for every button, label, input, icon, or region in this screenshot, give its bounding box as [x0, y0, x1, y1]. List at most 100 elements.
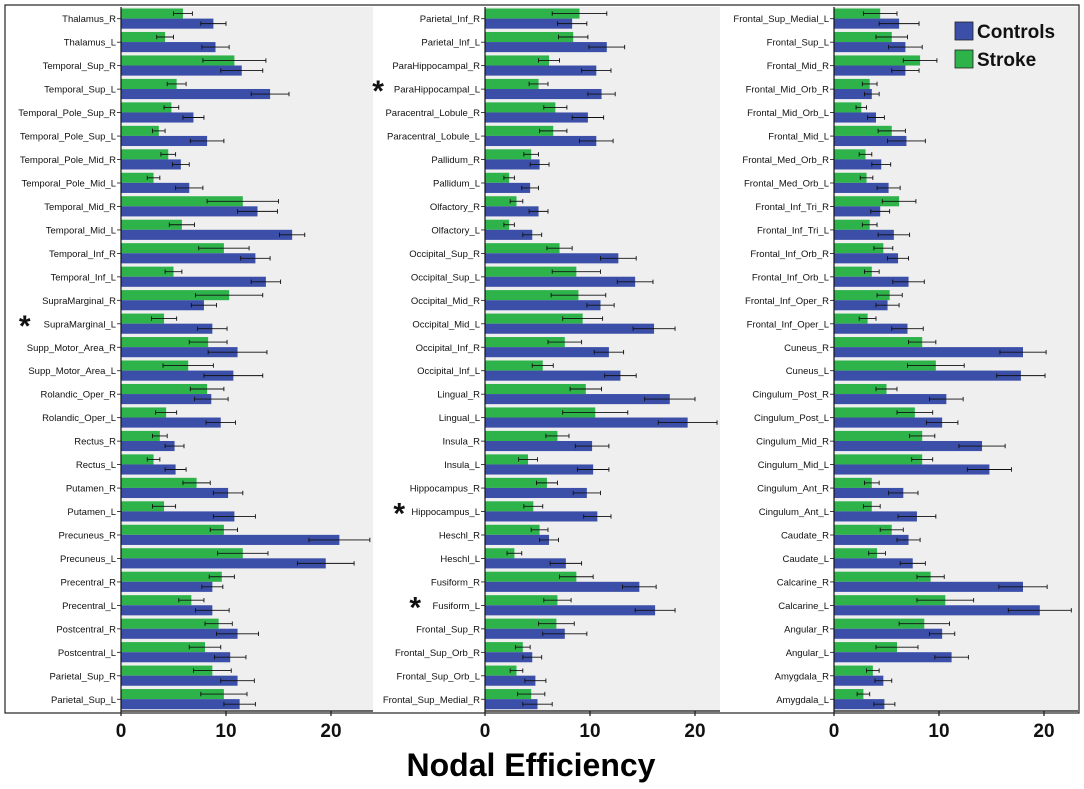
bar-stroke: [485, 196, 517, 207]
region-label: Parietal_Inf_R: [420, 14, 480, 25]
bar-stroke: [834, 196, 900, 207]
bar-controls: [485, 534, 550, 545]
panel-2: Parietal_Inf_R Parietal_Inf_L ParaHippocam…: [372, 7, 720, 742]
bar-stroke: [834, 313, 868, 324]
figure-frame: [4, 4, 1080, 714]
bar-stroke: [485, 501, 534, 512]
bar-stroke: [121, 571, 222, 582]
bar-stroke: [485, 642, 523, 653]
x-tick-label: 20: [320, 721, 341, 742]
bar-controls: [485, 323, 655, 334]
bar-controls: [121, 112, 194, 123]
bar-controls: [834, 18, 900, 29]
x-tick-label: 0: [829, 721, 840, 742]
bar-controls: [834, 534, 909, 545]
bar-stroke: [834, 454, 923, 465]
bar-controls: [485, 605, 656, 616]
region-label: Calcarine_R: [777, 577, 829, 588]
bar-controls: [121, 699, 240, 710]
bar-stroke: [834, 337, 923, 348]
bar-controls: [485, 487, 587, 499]
bar-controls: [485, 511, 598, 522]
bar-controls: [834, 558, 913, 569]
bar-controls: [485, 440, 593, 452]
bar-controls: [121, 323, 213, 334]
region-label: ParaHippocampal_L: [394, 85, 480, 96]
bar-controls: [121, 159, 181, 170]
region-label: Amygdala_R: [775, 671, 830, 682]
bar-controls: [485, 417, 688, 428]
region-label: Temporal_Pole_Sup_R: [18, 108, 116, 119]
bar-stroke: [121, 430, 160, 441]
bar-controls: [485, 135, 597, 147]
bar-controls: [834, 253, 899, 264]
region-label: Frontal_Mid_Orb_L: [747, 108, 829, 119]
bar-controls: [121, 440, 175, 452]
region-label: Frontal_Sup_Orb_R: [395, 648, 480, 659]
bar-controls: [485, 300, 601, 311]
bar-stroke: [485, 665, 517, 676]
bar-stroke: [121, 383, 208, 395]
bar-controls: [485, 347, 609, 358]
significance-marker: *: [393, 498, 405, 531]
bar-stroke: [121, 266, 174, 277]
bar-stroke: [121, 360, 189, 371]
bar-controls: [121, 18, 214, 29]
bar-stroke: [485, 55, 550, 66]
bar-stroke: [834, 172, 867, 183]
bar-stroke: [121, 337, 209, 348]
bar-stroke: [834, 125, 892, 136]
region-label: Thalamus_L: [64, 38, 116, 49]
bar-stroke: [834, 595, 946, 606]
bar-stroke: [834, 642, 897, 653]
region-label: Frontal_Sup_L: [767, 38, 829, 49]
bar-controls: [485, 581, 640, 592]
bar-stroke: [121, 219, 182, 230]
bar-controls: [485, 464, 594, 475]
bar-stroke: [485, 102, 556, 113]
bar-stroke: [121, 524, 224, 535]
region-label: Cingulum_Mid_R: [756, 437, 829, 448]
bar-controls: [834, 440, 983, 452]
bar-controls: [121, 276, 266, 287]
bar-controls: [834, 182, 889, 193]
bar-controls: [834, 323, 908, 334]
region-label: Frontal_Med_Orb_R: [742, 155, 829, 166]
bar-controls: [485, 699, 538, 710]
bar-controls: [485, 206, 539, 217]
bar-stroke: [121, 243, 224, 254]
bar-stroke: [485, 8, 580, 19]
bar-stroke: [834, 501, 872, 512]
region-label: Temporal_Inf_R: [49, 249, 116, 260]
bar-controls: [834, 300, 888, 311]
region-label: Caudate_L: [783, 554, 829, 565]
region-label: Occipital_Sup_L: [411, 272, 480, 283]
x-tick-label: 0: [116, 721, 127, 742]
bar-stroke: [485, 125, 554, 136]
bar-stroke: [485, 360, 543, 371]
region-label: Postcentral_L: [58, 648, 116, 659]
region-label: Frontal_Inf_Tri_L: [757, 225, 829, 236]
bar-controls: [121, 253, 256, 264]
legend-swatch-controls: [954, 21, 974, 41]
region-label: Cingulum_Post_R: [752, 390, 829, 401]
bar-stroke: [834, 266, 872, 277]
region-label: Frontal_Sup_Medial_R: [383, 695, 480, 706]
bar-stroke: [834, 219, 870, 230]
region-label: Parietal_Inf_L: [421, 38, 480, 49]
bar-controls: [121, 511, 235, 522]
region-label: Calcarine_L: [778, 601, 829, 612]
bar-controls: [485, 159, 540, 170]
bar-stroke: [485, 149, 532, 160]
region-label: Temporal_Sup_R: [43, 61, 117, 72]
region-label: Frontal_Inf_Oper_R: [745, 296, 829, 307]
region-label: Fusiform_R: [431, 577, 480, 588]
region-label: Thalamus_R: [62, 14, 116, 25]
region-label: Hippocampus_L: [411, 507, 480, 518]
bar-stroke: [121, 618, 219, 629]
bar-controls: [834, 112, 876, 123]
bar-controls: [485, 628, 565, 639]
bar-controls: [485, 370, 621, 381]
bar-controls: [485, 276, 636, 287]
bar-stroke: [834, 290, 890, 301]
